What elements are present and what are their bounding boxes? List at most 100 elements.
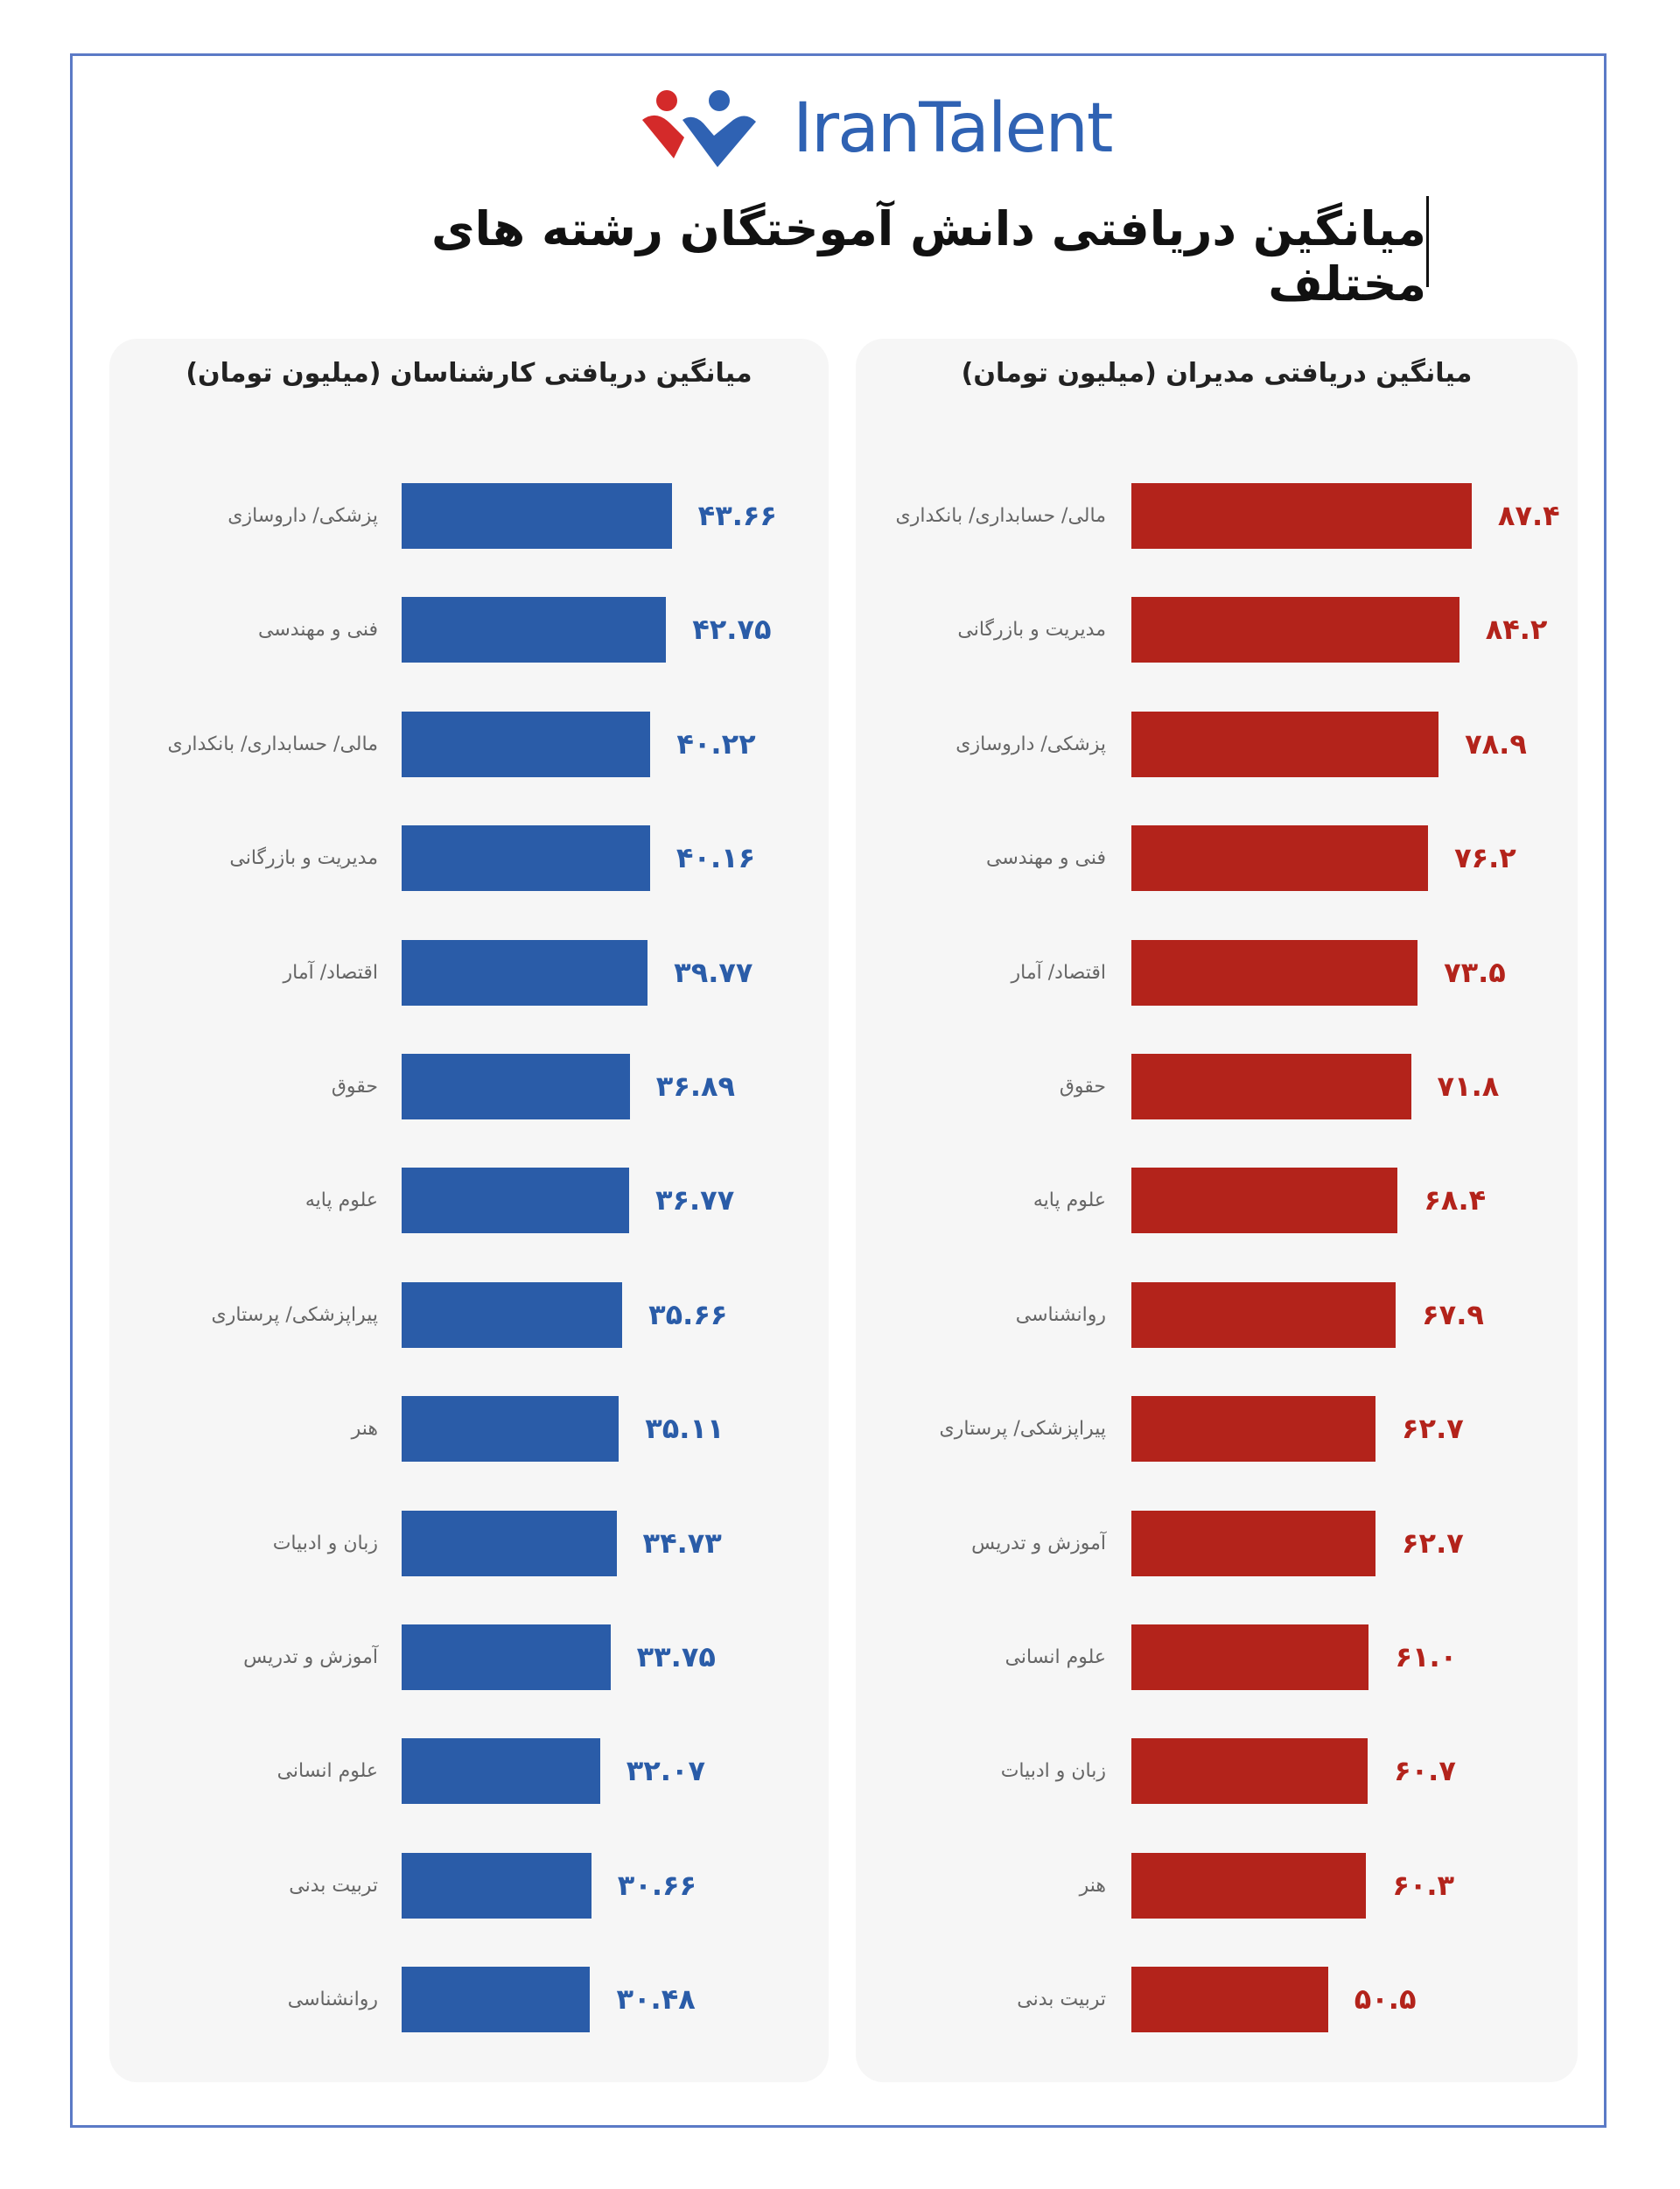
managers-category-label: مدیریت و بازرگانی bbox=[957, 619, 1106, 642]
experts-category-label: پیراپزشکی/ پرستاری bbox=[211, 1303, 378, 1326]
experts-bar-row: پزشکی/ داروسازی ۴۳.۶۶ bbox=[109, 483, 829, 549]
experts-value-label: ۳۲.۰۷ bbox=[626, 1754, 706, 1788]
logo-text: IranTalent bbox=[793, 89, 1114, 168]
managers-bar bbox=[1131, 1281, 1396, 1348]
managers-value-label: ۶۰.۷ bbox=[1394, 1754, 1456, 1788]
experts-bar bbox=[402, 1624, 611, 1690]
experts-bar-row: مالی/ حسابداری/ بانکداری ۴۰.۲۲ bbox=[109, 711, 829, 777]
managers-bar-row: فنی و مهندسی ۷۶.۲ bbox=[856, 825, 1578, 892]
managers-bar-row: پزشکی/ داروسازی ۷۸.۹ bbox=[856, 711, 1578, 777]
managers-category-label: پیراپزشکی/ پرستاری bbox=[939, 1418, 1106, 1441]
experts-bar-row: آموزش و تدریس ۳۳.۷۵ bbox=[109, 1624, 829, 1690]
experts-value-label: ۳۶.۷۷ bbox=[654, 1183, 735, 1217]
managers-bar bbox=[1131, 711, 1439, 777]
managers-value-label: ۵۰.۵ bbox=[1354, 1982, 1417, 2017]
experts-value-label: ۴۰.۲۲ bbox=[676, 726, 756, 761]
experts-category-label: پزشکی/ داروسازی bbox=[228, 505, 378, 527]
managers-category-label: علوم پایه bbox=[1032, 1189, 1106, 1212]
managers-category-label: اقتصاد/ آمار bbox=[1011, 961, 1106, 984]
managers-bar-row: حقوق ۷۱.۸ bbox=[856, 1054, 1578, 1119]
experts-bar-row: پیراپزشکی/ پرستاری ۳۵.۶۶ bbox=[109, 1281, 829, 1348]
managers-bar-row: روانشناسی ۶۷.۹ bbox=[856, 1281, 1578, 1348]
managers-bar bbox=[1131, 1054, 1411, 1119]
managers-value-label: ۶۲.۷ bbox=[1402, 1526, 1464, 1560]
experts-category-label: زبان و ادبیات bbox=[272, 1532, 378, 1554]
experts-bar bbox=[402, 1054, 630, 1119]
experts-category-label: اقتصاد/ آمار bbox=[283, 961, 378, 984]
managers-bar-row: مدیریت و بازرگانی ۸۴.۲ bbox=[856, 597, 1578, 663]
experts-category-label: آموزش و تدریس bbox=[243, 1646, 378, 1668]
managers-category-label: حقوق bbox=[1059, 1076, 1106, 1098]
experts-bar bbox=[402, 1281, 623, 1348]
managers-category-label: تربیت بدنی bbox=[1017, 1989, 1106, 2011]
experts-category-label: روانشناسی bbox=[287, 1989, 378, 2011]
experts-bar bbox=[402, 1396, 620, 1463]
managers-value-label: ۷۸.۹ bbox=[1465, 726, 1527, 761]
managers-chart-title: میانگین دریافتی مدیران (میلیون تومان) bbox=[961, 358, 1473, 389]
experts-bar-row: تربیت بدنی ۳۰.۶۶ bbox=[109, 1852, 829, 1919]
managers-bar-row: مالی/ حسابداری/ بانکداری ۸۷.۴ bbox=[856, 483, 1578, 549]
experts-value-label: ۳۹.۷۷ bbox=[674, 955, 753, 989]
experts-category-label: فنی و مهندسی bbox=[258, 619, 378, 642]
experts-value-label: ۳۳.۷۵ bbox=[636, 1640, 716, 1673]
managers-bar bbox=[1131, 1738, 1368, 1805]
experts-category-label: مدیریت و بازرگانی bbox=[229, 847, 378, 870]
experts-bar-row: حقوق ۳۶.۸۹ bbox=[109, 1054, 829, 1119]
experts-value-label: ۴۳.۶۶ bbox=[697, 499, 777, 532]
managers-value-label: ۶۲.۷ bbox=[1402, 1412, 1464, 1446]
experts-bar-row: فنی و مهندسی ۴۲.۷۵ bbox=[109, 597, 829, 663]
experts-bar bbox=[402, 483, 672, 549]
logo-icon bbox=[642, 90, 756, 167]
experts-chart-title: میانگین دریافتی کارشناسان (میلیون تومان) bbox=[186, 358, 752, 389]
experts-value-label: ۳۶.۸۹ bbox=[655, 1070, 736, 1103]
experts-chart-panel: میانگین دریافتی کارشناسان (میلیون تومان)… bbox=[109, 339, 829, 2082]
managers-bar-row: آموزش و تدریس ۶۲.۷ bbox=[856, 1510, 1578, 1576]
experts-bar bbox=[402, 711, 651, 777]
text-cursor bbox=[1426, 196, 1429, 287]
managers-value-label: ۷۶.۲ bbox=[1454, 841, 1516, 875]
experts-value-label: ۳۰.۴۸ bbox=[616, 1982, 696, 2017]
experts-bar bbox=[402, 1967, 591, 2033]
managers-category-label: آموزش و تدریس bbox=[971, 1532, 1106, 1554]
managers-bar bbox=[1131, 597, 1460, 663]
experts-bar bbox=[402, 825, 650, 892]
page-frame bbox=[70, 53, 1606, 2128]
managers-value-label: ۸۷.۴ bbox=[1497, 499, 1560, 532]
managers-value-label: ۶۰.۳ bbox=[1392, 1868, 1455, 1902]
experts-bar bbox=[402, 939, 648, 1006]
experts-bar-row: هنر ۳۵.۱۱ bbox=[109, 1396, 829, 1463]
managers-bar-row: تربیت بدنی ۵۰.۵ bbox=[856, 1967, 1578, 2033]
experts-bar bbox=[402, 1738, 600, 1805]
experts-bar bbox=[402, 1168, 629, 1234]
managers-category-label: روانشناسی bbox=[1015, 1303, 1106, 1326]
managers-category-label: زبان و ادبیات bbox=[1000, 1760, 1106, 1783]
managers-category-label: مالی/ حسابداری/ بانکداری bbox=[895, 505, 1107, 527]
managers-value-label: ۶۸.۴ bbox=[1424, 1183, 1487, 1217]
managers-bar bbox=[1131, 825, 1429, 892]
managers-bar bbox=[1131, 1624, 1369, 1690]
experts-category-label: حقوق bbox=[331, 1076, 378, 1098]
managers-bar-row: علوم انسانی ۶۱.۰ bbox=[856, 1624, 1578, 1690]
experts-bar bbox=[402, 597, 667, 663]
page-title: میانگین دریافتی دانش آموختگان رشته های م… bbox=[430, 201, 1426, 312]
managers-value-label: ۷۳.۵ bbox=[1444, 955, 1506, 989]
experts-value-label: ۴۲.۷۵ bbox=[692, 613, 772, 647]
managers-bar-row: پیراپزشکی/ پرستاری ۶۲.۷ bbox=[856, 1396, 1578, 1463]
experts-value-label: ۳۵.۶۶ bbox=[648, 1297, 728, 1331]
managers-bar bbox=[1131, 1396, 1376, 1463]
managers-bar-row: هنر ۶۰.۳ bbox=[856, 1852, 1578, 1919]
managers-bar-row: زبان و ادبیات ۶۰.۷ bbox=[856, 1738, 1578, 1805]
experts-bar-row: اقتصاد/ آمار ۳۹.۷۷ bbox=[109, 939, 829, 1006]
managers-value-label: ۶۷.۹ bbox=[1422, 1297, 1484, 1331]
managers-value-label: ۶۱.۰ bbox=[1395, 1640, 1458, 1673]
managers-value-label: ۷۱.۸ bbox=[1437, 1070, 1500, 1103]
managers-bar bbox=[1131, 483, 1472, 549]
experts-bar-row: مدیریت و بازرگانی ۴۰.۱۶ bbox=[109, 825, 829, 892]
managers-bar bbox=[1131, 1510, 1376, 1576]
experts-bar-row: زبان و ادبیات ۳۴.۷۳ bbox=[109, 1510, 829, 1576]
managers-category-label: هنر bbox=[1079, 1874, 1106, 1897]
managers-category-label: فنی و مهندسی bbox=[986, 847, 1106, 870]
managers-bar bbox=[1131, 1967, 1328, 2033]
experts-bar bbox=[402, 1852, 592, 1919]
experts-bar-row: علوم انسانی ۳۲.۰۷ bbox=[109, 1738, 829, 1805]
